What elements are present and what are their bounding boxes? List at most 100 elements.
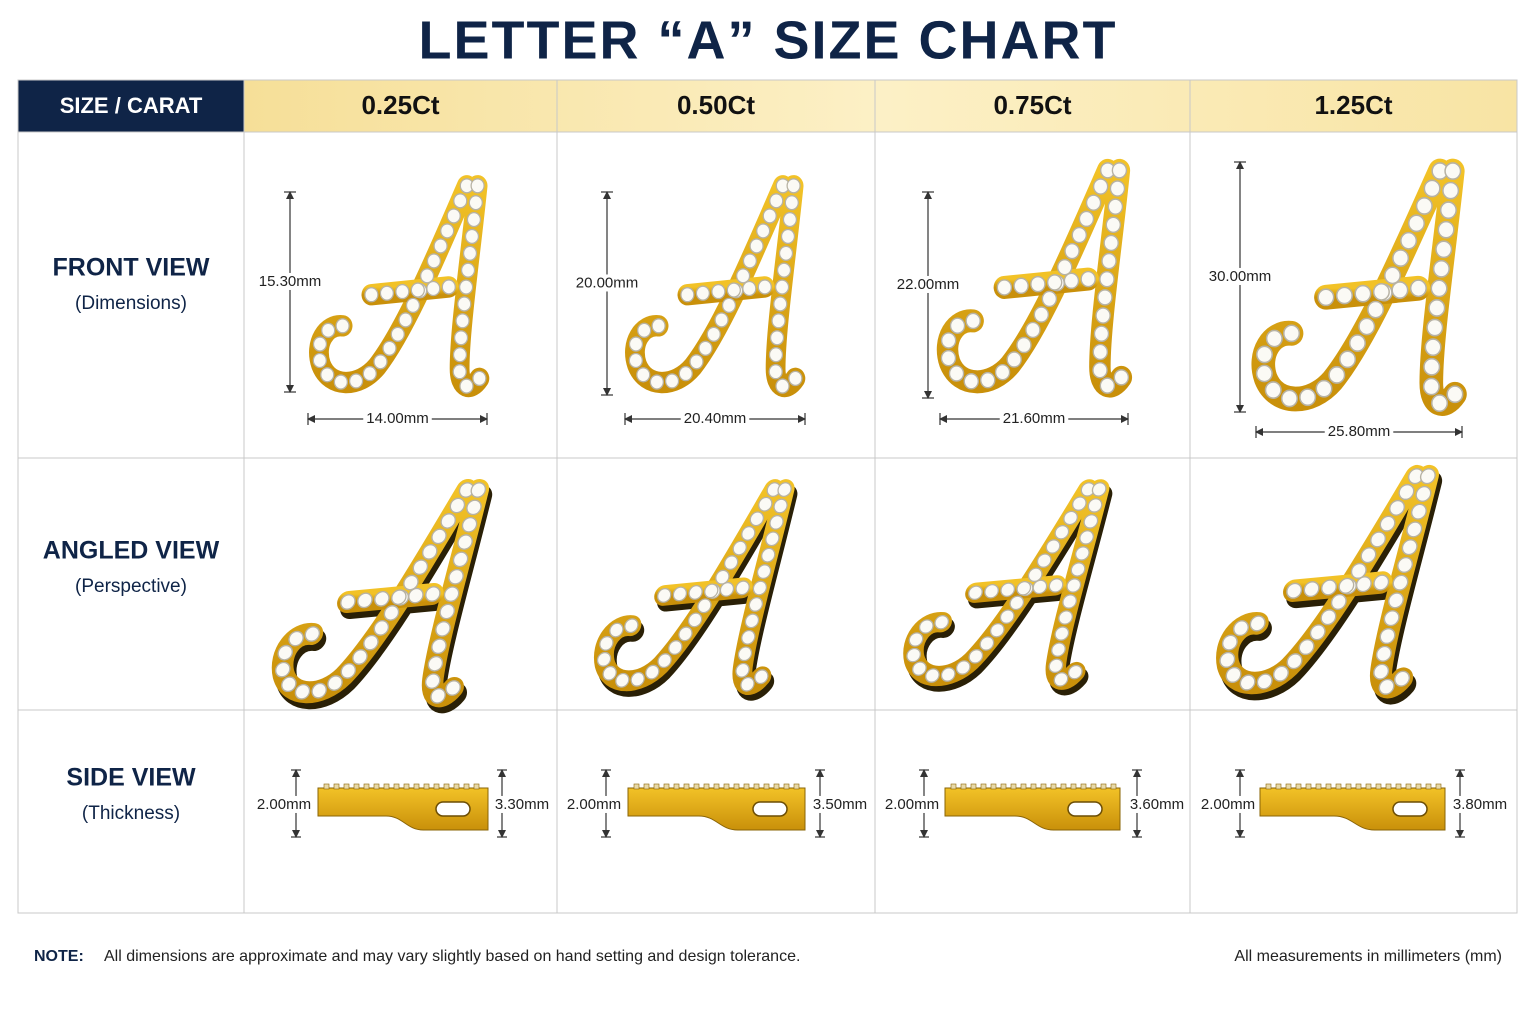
pearl	[963, 373, 979, 390]
pearl	[1103, 234, 1119, 252]
pearl	[373, 620, 390, 636]
letter-a	[1251, 158, 1467, 416]
prong	[423, 783, 430, 790]
pearl	[1283, 324, 1301, 343]
prong	[1425, 783, 1432, 790]
pearl	[1407, 214, 1425, 233]
pearl	[1067, 664, 1083, 680]
pearl	[304, 626, 321, 642]
pearl	[1054, 524, 1070, 540]
pearl	[769, 193, 784, 209]
prong	[960, 783, 967, 790]
pearl	[1264, 381, 1282, 399]
pearl	[769, 330, 785, 346]
pearl	[1330, 593, 1347, 611]
header-first	[18, 80, 244, 132]
pearl	[780, 228, 796, 245]
pearl	[1392, 249, 1410, 268]
pearl	[466, 211, 482, 228]
pearl	[439, 603, 455, 620]
pearl	[704, 583, 719, 599]
pearl	[440, 513, 456, 529]
pearl	[1016, 581, 1032, 596]
pearl	[294, 683, 311, 700]
pearl	[391, 589, 407, 606]
prong	[1285, 783, 1292, 790]
pearl	[1430, 279, 1448, 298]
label-bg	[563, 795, 625, 813]
pearl	[1435, 240, 1453, 259]
pearl	[719, 581, 735, 597]
pearl	[773, 296, 788, 312]
prong	[1405, 783, 1412, 790]
pearl	[1400, 231, 1418, 250]
pearl	[1225, 666, 1242, 683]
pearl	[762, 208, 777, 224]
pearl	[430, 688, 446, 704]
label-bg	[999, 409, 1069, 427]
pearl	[689, 354, 704, 370]
prong	[773, 783, 780, 790]
pearl	[980, 371, 996, 389]
pearl	[711, 283, 726, 300]
prong	[1385, 783, 1392, 790]
pearl	[1426, 318, 1444, 337]
label-bg	[1205, 267, 1275, 285]
prong	[950, 783, 957, 790]
pearl	[741, 629, 756, 645]
pearl	[453, 330, 469, 346]
pearl	[1383, 266, 1401, 285]
prong	[443, 783, 450, 790]
pearl	[949, 317, 966, 334]
pearl	[1093, 325, 1110, 342]
prong	[433, 783, 440, 790]
pearl	[1360, 547, 1377, 564]
pearl	[1095, 307, 1111, 324]
prong	[713, 783, 720, 790]
prong	[323, 783, 330, 790]
pearl	[1280, 389, 1298, 408]
prong	[1080, 783, 1087, 790]
pearl	[281, 676, 297, 693]
prong	[1435, 783, 1442, 790]
pearl	[443, 586, 460, 603]
prong	[1305, 783, 1312, 790]
pearl	[984, 583, 999, 599]
pearl	[1051, 642, 1066, 657]
pearl	[1320, 609, 1337, 626]
prong	[1295, 783, 1302, 790]
pearl	[1105, 216, 1122, 234]
pearl	[735, 662, 750, 678]
pearl	[1387, 592, 1404, 609]
pearl	[457, 296, 472, 312]
pearl	[1032, 579, 1048, 595]
prong	[1000, 783, 1007, 790]
row-sublabel: (Dimensions)	[75, 293, 187, 314]
pearl	[651, 318, 666, 334]
label-bg	[881, 795, 943, 813]
pearl	[668, 640, 683, 655]
pearl	[756, 564, 772, 580]
pearl	[277, 644, 294, 661]
pearl	[403, 574, 419, 591]
pearl	[1286, 653, 1303, 670]
pearl	[274, 661, 291, 678]
pearl	[1101, 252, 1117, 270]
pearl	[431, 528, 447, 545]
pearl	[649, 374, 664, 390]
row-sublabel: (Perspective)	[75, 576, 187, 597]
prong	[1395, 783, 1402, 790]
pearl	[1397, 556, 1414, 573]
pearl	[1398, 483, 1415, 501]
pearl	[426, 253, 442, 269]
pearl	[688, 584, 703, 600]
pearl	[410, 282, 425, 298]
pearl	[1006, 351, 1022, 368]
slot	[1392, 801, 1428, 817]
pearl	[457, 534, 473, 550]
pearl	[312, 336, 328, 352]
pearl	[782, 211, 798, 228]
pearl	[461, 516, 478, 533]
prong	[1325, 783, 1332, 790]
pearl	[1111, 162, 1128, 179]
